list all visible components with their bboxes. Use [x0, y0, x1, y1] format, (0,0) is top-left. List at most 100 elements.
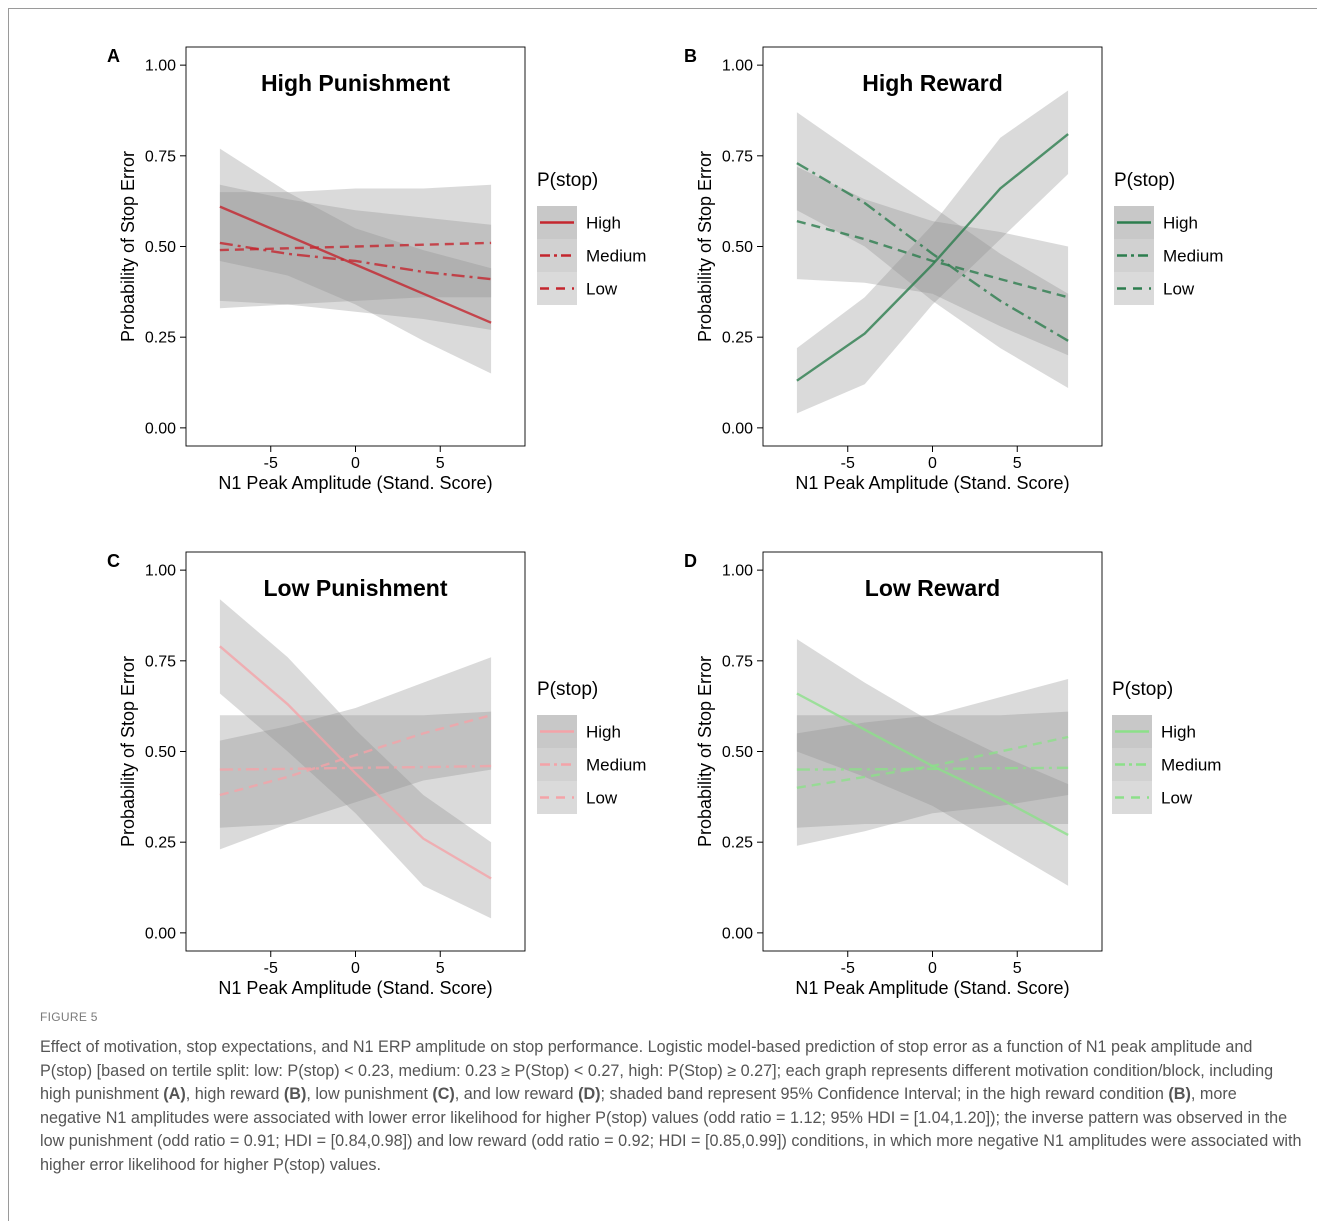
- legend-title: P(stop): [537, 679, 598, 700]
- y-tick-label: 1.00: [722, 58, 753, 75]
- y-tick-label: 0.25: [145, 835, 176, 852]
- x-tick-label: 0: [351, 455, 360, 472]
- y-tick-label: 0.75: [722, 653, 753, 670]
- y-tick-label: 0.00: [722, 420, 753, 437]
- ci-band-medium: [219, 711, 492, 828]
- legend-label-medium: Medium: [1163, 247, 1223, 266]
- series-line-low: [219, 241, 492, 252]
- x-axis-label: N1 Peak Amplitude (Stand. Score): [795, 473, 1069, 493]
- ci-band-medium: [796, 112, 1069, 389]
- legend: P(stop) High Medium Low: [1112, 679, 1221, 814]
- panel-letter: A: [107, 46, 120, 66]
- legend-label-high: High: [586, 214, 621, 233]
- legend-label-low: Low: [586, 280, 618, 299]
- x-tick-label: 5: [1013, 455, 1022, 472]
- panel-letter: B: [684, 46, 697, 66]
- figure-label: FIGURE 5: [40, 1010, 98, 1024]
- y-axis-label: Probability of Stop Error: [118, 151, 138, 342]
- panel-d: 0.00 0.25 0.50 0.75 1.00 -5 0 5N1 Peak Amplitud…: [684, 551, 1221, 998]
- y-tick-label: 0.00: [722, 925, 753, 942]
- x-tick-label: -5: [264, 960, 278, 977]
- series-line-medium: [796, 766, 1069, 771]
- caption-segment: ; shaded band represent 95% Confidence I…: [600, 1085, 1169, 1104]
- legend-title: P(stop): [537, 170, 598, 191]
- series-line-low: [796, 219, 1069, 299]
- x-tick-label: 5: [436, 960, 445, 977]
- caption-text: Effect of motivation, stop expectations,…: [40, 1036, 1302, 1178]
- ci-band-low: [219, 657, 492, 850]
- y-tick-label: 0.25: [145, 330, 176, 347]
- x-tick-label: 5: [436, 455, 445, 472]
- figure-canvas: 0.000.250.500.751.00-5 0 5N1 Peak Amplitud…: [107, 46, 1223, 998]
- caption-panel-ref: (D): [578, 1085, 601, 1104]
- legend-label-low: Low: [1161, 789, 1193, 808]
- series-line-low: [219, 714, 492, 797]
- y-tick-label: 0.00: [145, 420, 176, 437]
- legend-title: P(stop): [1112, 679, 1173, 700]
- caption-panel-ref: (A): [163, 1085, 186, 1104]
- y-tick-label: 0.00: [145, 925, 176, 942]
- panel-letter: C: [107, 551, 120, 571]
- legend-label-high: High: [1161, 723, 1196, 742]
- panel-a: 0.00 0.25 0.50 0.75 1.00 -5 0 5N1 Peak Amplitud…: [107, 46, 646, 493]
- legend: P(stop) High Medium Low: [537, 170, 646, 305]
- y-tick-label: 0.50: [722, 744, 753, 761]
- x-tick-label: -5: [841, 960, 855, 977]
- legend-label-high: High: [586, 723, 621, 742]
- panel-title: Low Punishment: [264, 575, 448, 601]
- legend-label-high: High: [1163, 214, 1198, 233]
- series-line-high: [796, 133, 1069, 382]
- caption-segment: , low punishment: [306, 1085, 433, 1104]
- y-tick-label: 1.00: [145, 58, 176, 75]
- y-tick-label: 0.50: [145, 239, 176, 256]
- caption-segment: , more negative N1 amplitudes were assoc…: [40, 1085, 1302, 1174]
- legend: P(stop) High Medium Low: [1114, 170, 1223, 305]
- ci-band-high: [796, 639, 1069, 886]
- legend-label-low: Low: [586, 789, 618, 808]
- panel-b: 0.00 0.25 0.50 0.75 1.00 -5 0 5N1 Peak Amplitud…: [684, 46, 1223, 493]
- series-line-low: [796, 735, 1069, 789]
- y-tick-label: 1.00: [145, 563, 176, 580]
- panel-c: 0.00 0.25 0.50 0.75 1.00 -5 0 5N1 Peak Amplitud…: [107, 551, 646, 998]
- y-tick-label: 1.00: [722, 563, 753, 580]
- series-line-medium: [219, 241, 492, 281]
- series-line-medium: [219, 764, 492, 771]
- series-line-high: [219, 205, 492, 324]
- legend-title: P(stop): [1114, 170, 1175, 191]
- x-tick-label: 5: [1013, 960, 1022, 977]
- x-axis-label: N1 Peak Amplitude (Stand. Score): [795, 978, 1069, 998]
- panel-title: High Punishment: [261, 70, 450, 96]
- figure-caption: FIGURE 5 Effect of motivation, stop expe…: [40, 1010, 1302, 1178]
- y-tick-label: 0.75: [722, 148, 753, 165]
- caption-panel-ref: (B): [1168, 1085, 1191, 1104]
- panel-title: Low Reward: [865, 575, 1000, 601]
- x-tick-label: -5: [264, 455, 278, 472]
- x-axis-label: N1 Peak Amplitude (Stand. Score): [218, 473, 492, 493]
- legend-label-low: Low: [1163, 280, 1195, 299]
- panel-letter: D: [684, 551, 697, 571]
- caption-segment: , high reward: [185, 1085, 284, 1104]
- legend-label-medium: Medium: [1161, 756, 1221, 775]
- y-tick-label: 0.50: [145, 744, 176, 761]
- series-line-high: [219, 645, 492, 880]
- legend-label-medium: Medium: [586, 756, 646, 775]
- legend: P(stop) High Medium Low: [537, 679, 646, 814]
- legend-label-medium: Medium: [586, 247, 646, 266]
- y-tick-label: 0.75: [145, 653, 176, 670]
- x-tick-label: 0: [928, 455, 937, 472]
- x-tick-label: -5: [841, 455, 855, 472]
- x-axis-label: N1 Peak Amplitude (Stand. Score): [218, 978, 492, 998]
- series-line-medium: [796, 162, 1069, 342]
- caption-segment: , and low reward: [454, 1085, 579, 1104]
- y-tick-label: 0.75: [145, 148, 176, 165]
- x-tick-label: 0: [928, 960, 937, 977]
- y-tick-label: 0.25: [722, 330, 753, 347]
- caption-panel-ref: (B): [283, 1085, 307, 1104]
- y-tick-label: 0.25: [722, 835, 753, 852]
- ci-band-low: [796, 679, 1069, 846]
- y-axis-label: Probability of Stop Error: [695, 151, 715, 342]
- caption-segment: Effect of motivation, stop expectations,…: [40, 1038, 1274, 1104]
- x-tick-label: 0: [351, 960, 360, 977]
- y-axis-label: Probability of Stop Error: [118, 656, 138, 847]
- panel-title: High Reward: [862, 70, 1003, 96]
